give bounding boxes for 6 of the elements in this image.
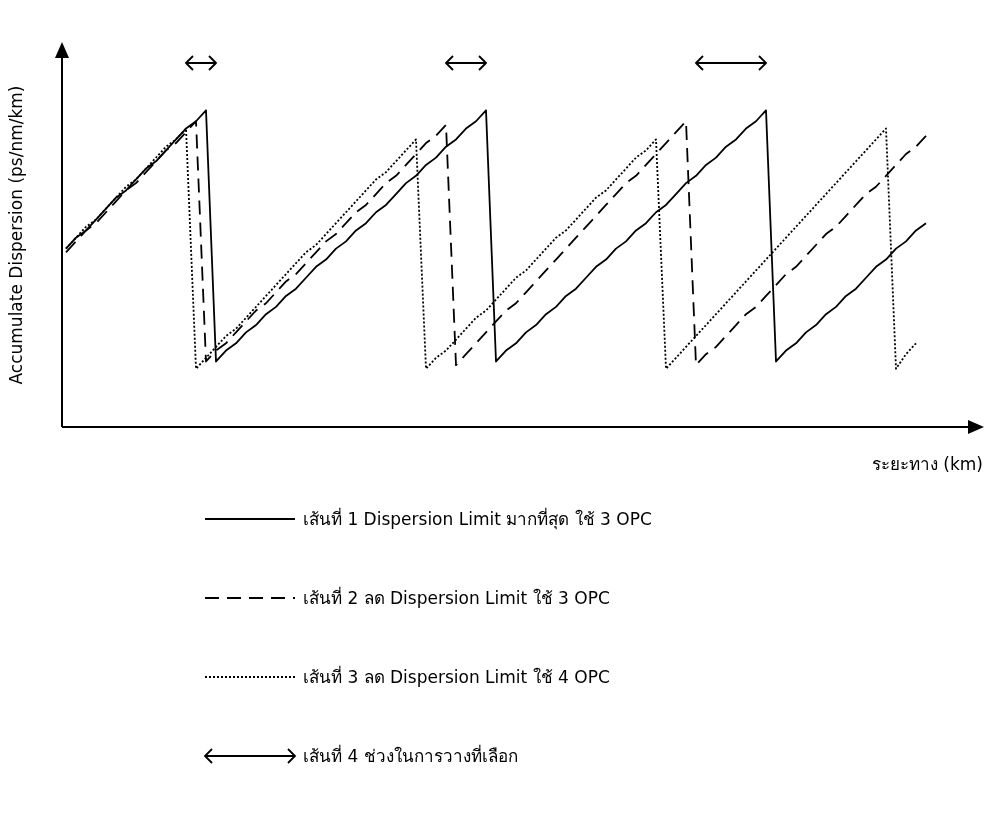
legend-label: เส้นที่ 4 ช่วงในการวางที่เลือก [303,744,518,766]
x-axis-title: ระยะทาง (km) [871,454,983,474]
legend-label: เส้นที่ 3 ลด Dispersion Limit ใช้ 4 OPC [303,665,610,687]
legend-label: เส้นที่ 2 ลด Dispersion Limit ใช้ 3 OPC [303,586,610,608]
legend-label: เส้นที่ 1 Dispersion Limit มากที่สุด ใช้ 3 OPC [303,507,652,530]
y-axis-title: Accumulate Dispersion (ps/nm/km) [6,85,26,385]
